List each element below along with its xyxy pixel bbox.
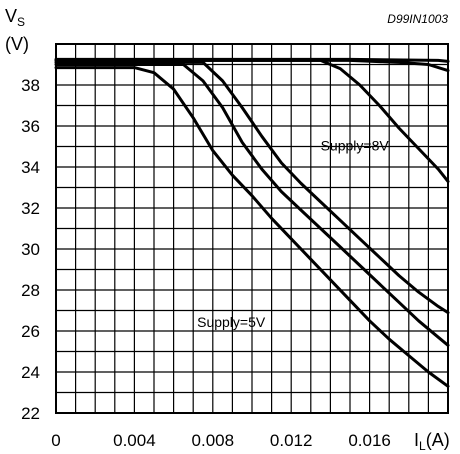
x-tick-label: 0.012 bbox=[270, 431, 313, 450]
y-axis-title: VS bbox=[5, 6, 25, 29]
series-line bbox=[54, 57, 450, 63]
grid bbox=[56, 44, 448, 413]
x-axis-title: IL(A) bbox=[414, 430, 450, 453]
y-tick-label: 36 bbox=[21, 117, 40, 136]
y-axis-title-main: V bbox=[5, 6, 17, 26]
y-tick-label: 26 bbox=[21, 322, 40, 341]
y-axis-title-sub: S bbox=[17, 15, 25, 29]
x-tick-label: 0.008 bbox=[192, 431, 235, 450]
y-tick-label: 38 bbox=[21, 76, 40, 95]
x-tick-labels: 0 0.004 0.008 0.012 0.016 bbox=[51, 431, 391, 450]
chart-code-label: D99IN1003 bbox=[387, 12, 448, 26]
series-line bbox=[54, 63, 450, 347]
series-line bbox=[54, 66, 450, 388]
y-axis-unit: (V) bbox=[5, 34, 29, 54]
annotation-label: Supply=8V bbox=[321, 138, 390, 154]
y-tick-labels: 22 24 26 28 30 32 34 36 38 bbox=[21, 76, 40, 423]
x-axis-title-sub: L bbox=[419, 439, 426, 453]
x-tick-label: 0.016 bbox=[348, 431, 391, 450]
annotations: Supply=8V Supply=5V bbox=[197, 138, 389, 330]
x-tick-label: 0.004 bbox=[113, 431, 156, 450]
series-group bbox=[54, 57, 450, 388]
series-line bbox=[54, 58, 450, 183]
y-tick-label: 34 bbox=[21, 158, 40, 177]
x-tick-label: 0 bbox=[51, 431, 60, 450]
y-tick-label: 32 bbox=[21, 199, 40, 218]
y-tick-label: 28 bbox=[21, 281, 40, 300]
annotation-label: Supply=5V bbox=[197, 314, 266, 330]
y-tick-label: 30 bbox=[21, 240, 40, 259]
x-axis-title-main: I bbox=[414, 430, 419, 450]
y-tick-label: 24 bbox=[21, 363, 40, 382]
series-line bbox=[54, 60, 450, 315]
y-tick-label: 22 bbox=[21, 404, 40, 423]
x-axis-unit: (A) bbox=[426, 430, 450, 450]
plot-frame bbox=[55, 43, 449, 414]
